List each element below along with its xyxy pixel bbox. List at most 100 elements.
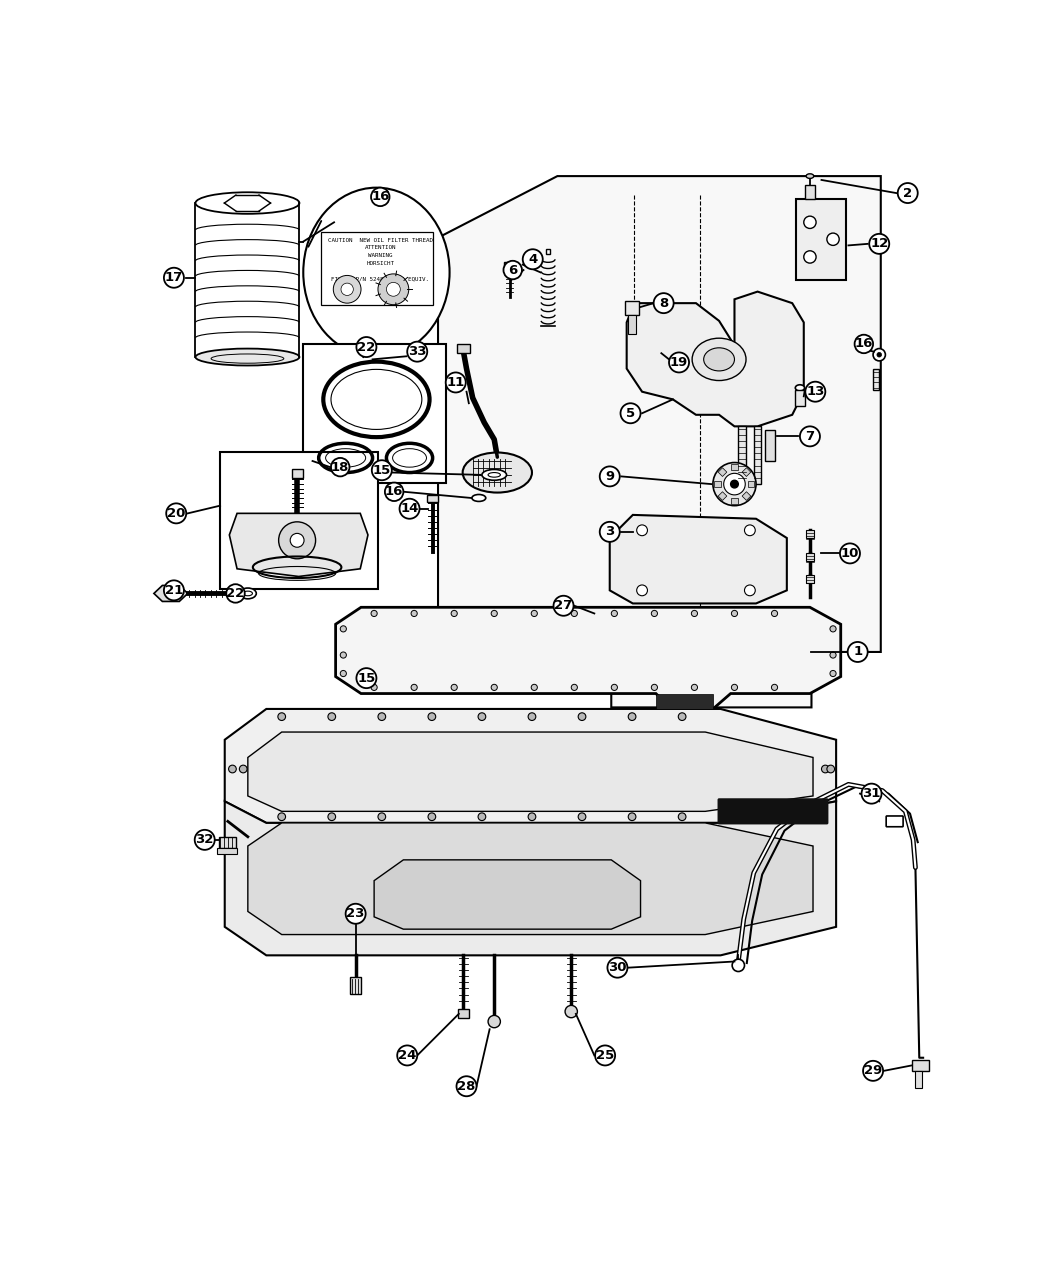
- Polygon shape: [225, 802, 836, 955]
- Circle shape: [732, 611, 737, 617]
- Circle shape: [340, 671, 346, 677]
- Polygon shape: [225, 709, 836, 822]
- Bar: [217, 848, 237, 854]
- Circle shape: [847, 641, 867, 662]
- Text: 3: 3: [605, 525, 614, 538]
- Circle shape: [621, 403, 640, 423]
- Circle shape: [378, 713, 385, 720]
- Circle shape: [452, 685, 458, 691]
- Text: 13: 13: [806, 385, 824, 398]
- Circle shape: [827, 233, 839, 245]
- Circle shape: [278, 713, 286, 720]
- Circle shape: [356, 337, 376, 357]
- Ellipse shape: [239, 588, 256, 599]
- Circle shape: [340, 626, 346, 632]
- Circle shape: [328, 713, 336, 720]
- Circle shape: [636, 525, 648, 536]
- Circle shape: [731, 481, 738, 488]
- Bar: [718, 492, 727, 500]
- Circle shape: [278, 813, 286, 821]
- Text: 19: 19: [670, 356, 688, 368]
- Text: 33: 33: [408, 346, 426, 358]
- Circle shape: [805, 381, 825, 402]
- Text: 8: 8: [659, 297, 668, 310]
- Circle shape: [407, 342, 427, 362]
- Circle shape: [877, 352, 882, 357]
- Circle shape: [412, 611, 417, 617]
- Circle shape: [488, 1015, 501, 1028]
- Circle shape: [397, 1046, 417, 1066]
- Bar: [321, 232, 433, 306]
- Ellipse shape: [471, 495, 486, 501]
- Ellipse shape: [244, 592, 252, 595]
- Circle shape: [229, 765, 236, 773]
- Text: 16: 16: [855, 338, 873, 351]
- Circle shape: [669, 352, 689, 372]
- Circle shape: [371, 187, 390, 207]
- Circle shape: [830, 652, 836, 658]
- Text: 15: 15: [373, 464, 391, 477]
- Ellipse shape: [795, 385, 804, 391]
- Bar: [806, 575, 814, 583]
- Polygon shape: [248, 822, 813, 935]
- Text: 16: 16: [385, 486, 403, 499]
- Circle shape: [898, 184, 918, 203]
- Text: 4: 4: [528, 252, 538, 265]
- Polygon shape: [154, 585, 188, 602]
- Bar: [874, 368, 879, 390]
- Circle shape: [331, 458, 350, 477]
- Bar: [749, 481, 755, 487]
- Circle shape: [723, 473, 746, 495]
- Ellipse shape: [806, 173, 814, 178]
- Bar: [628, 315, 636, 334]
- Circle shape: [378, 274, 408, 305]
- Circle shape: [678, 813, 686, 821]
- Circle shape: [194, 830, 215, 850]
- Circle shape: [553, 595, 573, 616]
- Circle shape: [628, 713, 636, 720]
- Bar: [804, 185, 815, 199]
- Circle shape: [328, 813, 336, 821]
- FancyBboxPatch shape: [886, 816, 903, 826]
- Circle shape: [239, 765, 247, 773]
- Circle shape: [164, 268, 184, 288]
- Circle shape: [378, 813, 385, 821]
- Circle shape: [651, 611, 657, 617]
- Ellipse shape: [195, 193, 299, 214]
- Bar: [742, 468, 751, 477]
- Text: 7: 7: [805, 430, 815, 442]
- Ellipse shape: [704, 348, 735, 371]
- Circle shape: [636, 585, 648, 595]
- Circle shape: [385, 482, 403, 501]
- Text: 29: 29: [864, 1065, 882, 1077]
- Circle shape: [571, 685, 578, 691]
- Bar: [656, 694, 713, 709]
- Text: 22: 22: [357, 340, 376, 353]
- Bar: [218, 836, 235, 848]
- Circle shape: [600, 467, 620, 486]
- Text: 27: 27: [554, 599, 572, 612]
- Text: 11: 11: [446, 376, 465, 389]
- Circle shape: [491, 685, 498, 691]
- Circle shape: [478, 713, 486, 720]
- Text: 23: 23: [346, 908, 364, 921]
- Circle shape: [478, 813, 486, 821]
- Circle shape: [528, 713, 536, 720]
- Circle shape: [457, 1076, 477, 1096]
- Circle shape: [226, 584, 245, 603]
- Circle shape: [531, 611, 538, 617]
- Text: 32: 32: [195, 834, 214, 847]
- Ellipse shape: [488, 473, 501, 477]
- Circle shape: [571, 611, 578, 617]
- Text: 30: 30: [608, 961, 627, 974]
- Bar: [546, 249, 550, 254]
- Text: 9: 9: [605, 470, 614, 483]
- Circle shape: [744, 585, 755, 595]
- Bar: [806, 553, 814, 561]
- Text: HORSICHT: HORSICHT: [366, 261, 395, 265]
- Circle shape: [491, 611, 498, 617]
- Text: FILTER P/N 5248090 OR EQUIV.: FILTER P/N 5248090 OR EQUIV.: [332, 277, 429, 282]
- Bar: [458, 1010, 469, 1017]
- Bar: [732, 499, 737, 504]
- Text: 25: 25: [596, 1049, 614, 1062]
